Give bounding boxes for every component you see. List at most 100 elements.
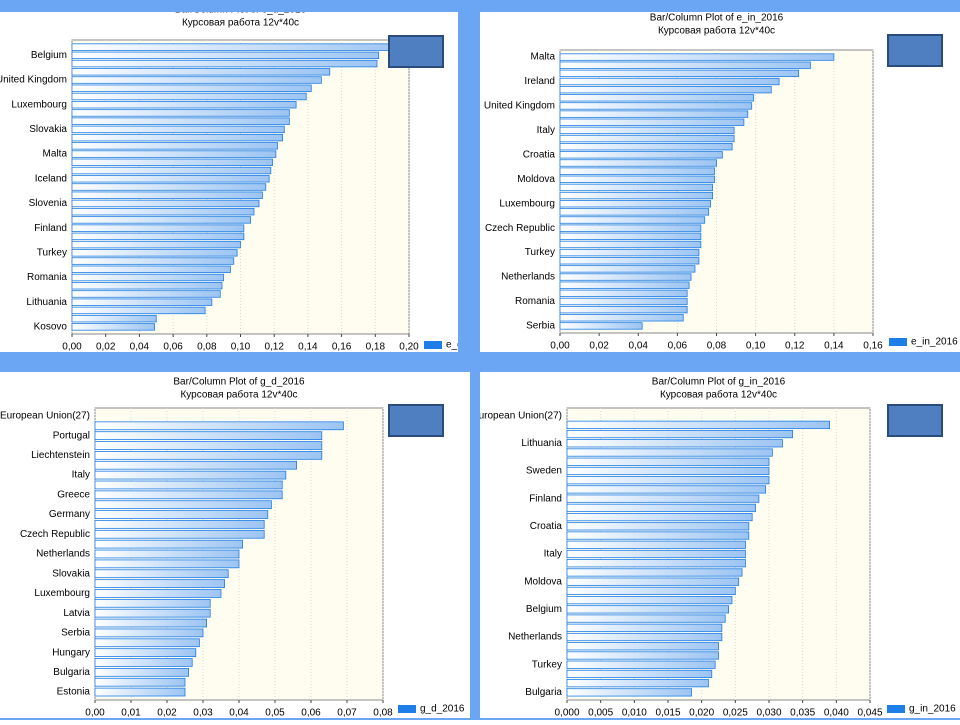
y-tick-label: Italy (72, 470, 90, 481)
bar (566, 448, 773, 457)
y-tick-label: Turkey (532, 659, 562, 670)
bar (566, 549, 746, 559)
y-tick-label: Greece (57, 489, 90, 500)
bar (71, 109, 290, 117)
x-tick-label: 0,06 (163, 342, 183, 353)
bar (559, 143, 733, 151)
bar (71, 43, 410, 51)
y-tick-label: Czech Republic (485, 223, 555, 234)
y-tick-label: Moldova (517, 174, 555, 185)
bar (71, 232, 245, 241)
legend-swatch (424, 341, 442, 349)
overlay-box (388, 35, 444, 68)
bar (559, 134, 735, 143)
bar (71, 125, 285, 134)
bar (94, 549, 240, 559)
y-tick-label: Bulgaria (53, 667, 90, 678)
y-tick-label: Turkey (37, 247, 67, 258)
chart-subtitle: Курсовая работа 12v*40c (658, 25, 775, 37)
bar (559, 305, 688, 314)
x-tick-label: 0,04 (229, 708, 249, 719)
bar (71, 183, 267, 191)
bar (71, 216, 252, 224)
bar (94, 618, 207, 628)
y-tick-label: Ireland (524, 76, 555, 87)
legend-swatch (887, 705, 905, 713)
legend-label: g_d_2016 (420, 704, 465, 715)
bar (94, 470, 287, 480)
x-tick-label: 0,06 (668, 341, 688, 352)
bar (559, 175, 715, 183)
y-tick-label: Luxembourg (34, 588, 90, 599)
y-tick-label: Italy (537, 125, 555, 136)
y-tick-label: Finland (529, 493, 562, 504)
x-tick-label: 0,00 (550, 341, 570, 352)
x-tick-label: 0,12 (264, 342, 284, 353)
y-tick-label: Serbia (61, 628, 90, 639)
bar (94, 421, 344, 431)
y-tick-label: Latvia (63, 608, 90, 619)
x-tick-label: 0,06 (301, 708, 321, 719)
bar (94, 451, 323, 460)
bar (559, 216, 706, 224)
bar (559, 273, 692, 281)
y-tick-label: Finland (34, 223, 67, 234)
bar (71, 101, 297, 109)
bar (559, 110, 749, 118)
bar (94, 431, 323, 441)
bar (566, 476, 770, 485)
x-tick-label: 0,02 (96, 342, 116, 353)
bar (71, 282, 223, 290)
x-tick-label: 0,14 (298, 342, 318, 353)
y-tick-label: Hungary (52, 647, 90, 658)
bar (559, 94, 755, 102)
bar (71, 273, 225, 282)
bar (94, 529, 265, 539)
y-tick-label: Luxembourg (11, 99, 67, 110)
bar (566, 632, 723, 642)
x-tick-label: 0,020 (689, 708, 714, 719)
y-tick-label: Moldova (524, 576, 562, 587)
bar (559, 118, 745, 126)
bar (566, 503, 756, 512)
chart-subtitle: Курсовая работа 12v*40c (180, 389, 297, 401)
bar (566, 513, 753, 522)
bar (559, 102, 753, 110)
x-tick-label: 0,000 (554, 708, 579, 719)
y-tick-label: Serbia (526, 321, 555, 332)
x-tick-label: 0,14 (824, 341, 844, 352)
bar (94, 667, 189, 677)
bar (71, 76, 322, 84)
legend-label: g_in_2016 (909, 704, 956, 715)
bar (559, 281, 690, 289)
chart-title: Bar/Column Plot of g_in_2016 (652, 377, 786, 388)
x-tick-label: 0,16 (863, 341, 883, 352)
bar (566, 494, 760, 503)
bar (94, 490, 283, 500)
bar (71, 51, 380, 60)
overlay-box (887, 404, 943, 437)
bar (566, 669, 713, 679)
bar (94, 598, 211, 608)
bar (559, 167, 715, 175)
bar (94, 687, 186, 697)
bar (566, 679, 709, 688)
y-tick-label: Czech Republic (20, 529, 90, 540)
bar (71, 314, 157, 323)
x-tick-label: 0,01 (121, 708, 141, 719)
y-tick-label: Netherlands (508, 632, 562, 643)
bar (71, 306, 206, 315)
bar (94, 559, 240, 569)
chart-title: Bar/Column Plot of g_d_2016 (173, 377, 305, 388)
y-tick-label: Lithuania (521, 438, 562, 449)
x-tick-label: 0,035 (790, 708, 815, 719)
bar (559, 224, 702, 232)
bar (566, 485, 767, 494)
bar (566, 623, 723, 632)
x-tick-label: 0,20 (399, 342, 419, 353)
x-tick-label: 0,005 (588, 708, 613, 719)
bar (566, 586, 736, 595)
